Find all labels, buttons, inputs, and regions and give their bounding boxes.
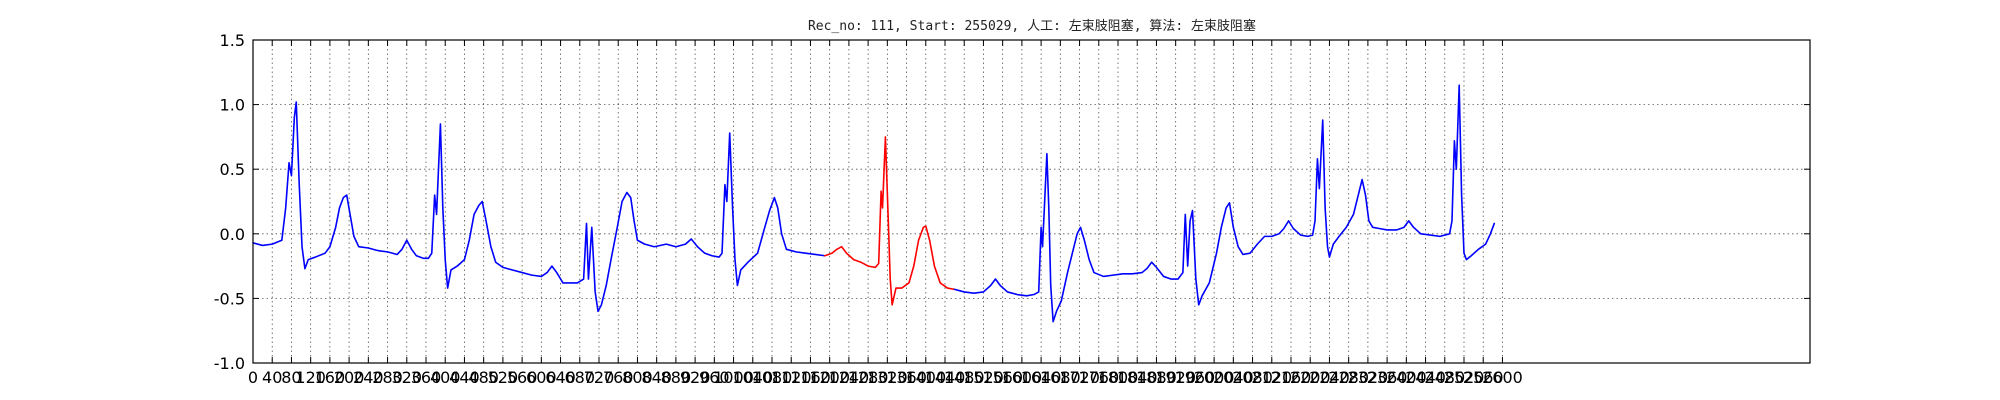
x-tick-label: 840 [641, 368, 672, 387]
x-tick-label: 2280 [1328, 368, 1369, 387]
x-tick-label: 80 [281, 368, 301, 387]
x-tick-label: 1120 [771, 368, 812, 387]
y-tick-label: 0.0 [220, 225, 245, 244]
x-tick-label: 480 [468, 368, 499, 387]
x-tick-label: 1440 [925, 368, 966, 387]
grid-layer [252, 39, 1810, 364]
x-tick-label: 1920 [1155, 368, 1196, 387]
x-tick-label: 1000 [713, 368, 754, 387]
x-tick-label: 1360 [886, 368, 927, 387]
x-tick-label: 1320 [867, 368, 908, 387]
x-tick-label: 320 [392, 368, 423, 387]
x-tick-label: 1720 [1059, 368, 1100, 387]
x-tick-label: 1640 [1021, 368, 1062, 387]
y-tick-label: 1.0 [220, 96, 245, 115]
x-tick-label: 1800 [1098, 368, 1139, 387]
x-tick-label: 2240 [1309, 368, 1350, 387]
x-tick-label: 1080 [752, 368, 793, 387]
x-tick-label: 760 [603, 368, 634, 387]
x-tick-label: 1840 [1117, 368, 1158, 387]
x-tick-label: 1600 [1002, 368, 1043, 387]
x-tick-label: 720 [584, 368, 615, 387]
x-tick-label: 2080 [1232, 368, 1273, 387]
x-tick-label: 240 [353, 368, 384, 387]
y-tick-labels: -1.0 -0.5 0.0 0.5 1.0 1.5 [214, 31, 245, 373]
x-tick-labels: 0 408012016020024028032036040044048052056… [248, 368, 1523, 387]
x-tick-label: 1560 [982, 368, 1023, 387]
x-tick-label: 600 [526, 368, 557, 387]
y-tick-label: 1.5 [220, 31, 245, 50]
x-tick-label: 800 [622, 368, 653, 387]
x-tick-label: 2400 [1386, 368, 1427, 387]
x-tick-label: 960 [699, 368, 730, 387]
x-tick-label: 2120 [1251, 368, 1292, 387]
x-tick-label: 2440 [1405, 368, 1446, 387]
x-tick-label: 1280 [848, 368, 889, 387]
x-tick-label: 1480 [944, 368, 985, 387]
x-tick-label: 2600 [1482, 368, 1523, 387]
x-tick-label: 2320 [1348, 368, 1389, 387]
plot-frame [252, 39, 1811, 364]
x-tick-label: 1880 [1136, 368, 1177, 387]
ecg-series-segment-3 [953, 84, 1496, 323]
y-tick-label: -0.5 [214, 289, 245, 308]
x-tick-label: 0 [248, 368, 258, 387]
ecg-series-segment-1 [252, 101, 826, 313]
x-tick-label: 2040 [1213, 368, 1254, 387]
x-tick-label: 680 [565, 368, 596, 387]
x-tick-label: 1040 [732, 368, 773, 387]
y-tick-label: -1.0 [214, 354, 245, 373]
x-tick-label: 360 [411, 368, 442, 387]
x-tick-label: 440 [449, 368, 480, 387]
x-tick-label: 200 [334, 368, 365, 387]
x-tick-label: 40 [262, 368, 282, 387]
x-tick-label: 1680 [1040, 368, 1081, 387]
x-tick-label: 280 [372, 368, 403, 387]
x-tick-label: 1240 [829, 368, 870, 387]
x-tick-label: 2360 [1367, 368, 1408, 387]
chart-title: Rec_no: 111, Start: 255029, 人工: 左束肢阻塞, 算… [808, 18, 1256, 34]
x-tick-label: 120 [295, 368, 326, 387]
x-tick-label: 2480 [1424, 368, 1465, 387]
x-tick-label: 1960 [1175, 368, 1216, 387]
x-tick-label: 2160 [1271, 368, 1312, 387]
ecg-series-segment-2 [824, 136, 956, 306]
x-tick-label: 2560 [1463, 368, 1504, 387]
y-tick-label: 0.5 [220, 160, 245, 179]
x-tick-label: 2520 [1444, 368, 1485, 387]
x-tick-label: 160 [315, 368, 346, 387]
x-tick-label: 520 [488, 368, 519, 387]
x-tick-label: 920 [680, 368, 711, 387]
series-layer [252, 84, 1496, 323]
x-tick-label: 1400 [905, 368, 946, 387]
x-tick-label: 880 [661, 368, 692, 387]
x-tick-label: 400 [430, 368, 461, 387]
x-tick-label: 1760 [1078, 368, 1119, 387]
x-tick-label: 1160 [790, 368, 831, 387]
x-tick-label: 1520 [963, 368, 1004, 387]
x-tick-label: 1200 [809, 368, 850, 387]
x-tick-label: 560 [507, 368, 538, 387]
x-tick-label: 2000 [1194, 368, 1235, 387]
x-tick-label: 640 [545, 368, 576, 387]
x-tick-label: 2200 [1290, 368, 1331, 387]
